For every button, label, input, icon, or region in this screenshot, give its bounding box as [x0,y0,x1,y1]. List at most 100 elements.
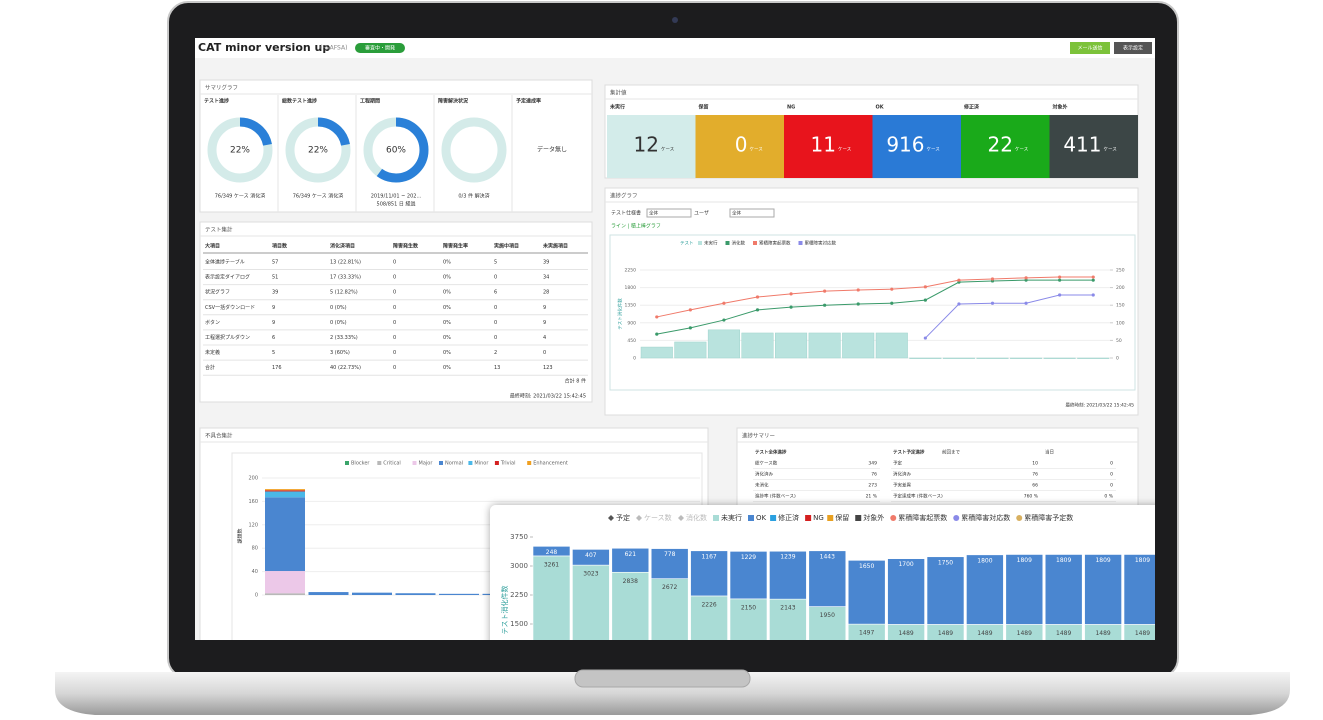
point [890,287,894,291]
tile-unit: ケース [927,146,941,153]
table-cell: 合計 [205,364,215,371]
tile-value: 411 [1063,133,1101,157]
bar-value: 1443 [820,553,835,560]
legend-marker [678,515,684,521]
tile-heading: 未実行 [609,104,625,111]
legend-label: OK [756,514,767,522]
point [923,285,927,289]
bar-value: 1950 [820,612,835,619]
updated-time: 最終時刻: 2021/03/22 15:42:45 [510,393,586,400]
donut-arc [207,117,273,183]
legend-swatch [798,241,803,245]
legend-label: Normal [445,461,463,467]
point [957,278,961,282]
status-tile [607,115,696,178]
table-cell: 51 [272,275,278,281]
y2-tick-label: 0 [1116,356,1119,362]
table-cell: 9 [272,320,275,326]
table-cell: 176 [272,365,282,371]
bar-segment [572,549,610,566]
dashboard: CAT minor version up(FSAFSA) 審査中・開発 メール送信表… [195,38,1155,640]
legend-label: 対象外 [863,513,884,522]
bar-value: 1809 [1017,557,1032,564]
table-cell: 状況グラフ [205,289,230,296]
table-cell: 0 [494,275,497,281]
point [923,336,927,340]
table-cell: 0% [443,335,451,341]
filter-label: テスト仕様書 [611,210,641,217]
bar [942,357,975,359]
legend-label: 消化数 [686,513,707,522]
legend-label: 未実行 [721,513,742,522]
legend-label: 修正済 [778,513,799,522]
bar-segment [308,592,349,595]
bar-segment [611,547,650,573]
point [655,315,659,319]
y-tick-label: 2250 [625,268,637,274]
subtable-cell: 未消化 [755,482,769,489]
status-tile [784,115,873,178]
filter-select[interactable] [646,208,692,218]
status-label: 審査中・開発 [365,45,395,52]
status-tile [1049,115,1138,178]
tile-heading: 修正済 [963,104,980,111]
y2-tick-label: 250 [1116,268,1125,274]
bar-segment [650,548,689,579]
tile-unit: ケース [1015,146,1029,153]
bar-value: 1750 [938,559,953,566]
y-tick-label: 80 [252,546,258,552]
table-cell: 表示設定ダイアログ [205,274,250,281]
legend-swatch [377,461,382,465]
subtable-cell: 10 [1032,461,1038,467]
table-cell: 0 [393,290,396,296]
column-heading: 予定達成率 [516,98,541,105]
header-bar [195,38,1155,58]
legend-label: Major [419,461,434,467]
bar-value: 1700 [898,561,913,568]
bar-value: 3023 [583,571,598,578]
filter-select[interactable] [729,208,775,218]
legend-marker [770,515,777,521]
donut-label: 22% [308,146,328,156]
point [1058,275,1062,279]
table-cell: 5 (12.82%) [330,290,358,296]
bar-value: 778 [664,551,676,558]
table-cell: 0% [443,305,451,311]
column-heading: 工程期間 [360,98,380,105]
point [823,289,827,293]
donut-caption: 76/349 ケース 消化済 [293,193,344,200]
subtable-heading: テスト予定進捗 [893,449,925,456]
y-tick-label: 120 [248,522,258,528]
subtable-cell: 予定 [893,460,902,467]
page-title: CAT minor version up [198,41,330,54]
legend-label: 累積障害起票数 [898,513,947,522]
point [755,295,760,299]
table-header: 障害発生数 [393,243,419,250]
bar-value: 2143 [780,605,795,612]
bar-segment [1084,554,1122,625]
header-button[interactable] [1114,42,1152,54]
legend-marker [636,515,642,521]
table-cell: 28 [543,290,549,296]
legend-label: ケース数 [644,513,672,522]
y2-tick-label: 200 [1116,285,1125,291]
bar-value: 1809 [1056,557,1071,564]
column-heading: 総数テスト進捗 [282,98,317,105]
bar-value: 1229 [741,554,756,561]
tile-heading: 保留 [698,104,709,111]
legend-label: 未実行 [704,240,718,247]
table-header: 未実施項目 [542,243,568,250]
legend-swatch [527,461,532,465]
table-cell: 0 [393,275,396,281]
tile-heading: NG [787,105,795,111]
header-button[interactable] [1070,42,1110,54]
point [923,298,927,302]
bar-segment [265,490,305,492]
legend-swatch [494,461,499,465]
subtable-cell: 0 % [1104,494,1113,500]
tile-unit: ケース [750,146,764,153]
y2-tick-label: 150 [1116,303,1125,309]
table-cell: 0% [443,275,451,281]
table-cell: 0 [393,335,396,341]
table-cell: 0% [443,365,451,371]
